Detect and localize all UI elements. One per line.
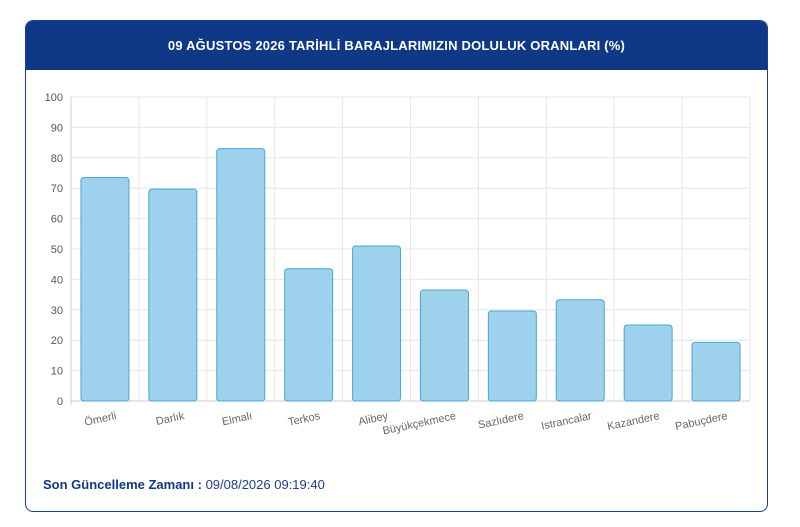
x-category-label: Pabuçdere — [674, 410, 729, 433]
card-header: 09 AĞUSTOS 2026 TARİHLİ BARAJLARIMIZIN D… — [26, 21, 767, 70]
bar — [623, 324, 673, 402]
y-tick-label: 60 — [51, 214, 63, 226]
y-tick-label: 50 — [51, 244, 63, 256]
x-category-label: Istrancalar — [540, 410, 593, 432]
x-category-label: Kazandere — [606, 410, 661, 433]
bar — [691, 341, 741, 402]
y-tick-label: 0 — [57, 396, 63, 408]
bar — [80, 177, 130, 402]
bar — [419, 289, 469, 402]
y-tick-label: 90 — [51, 122, 63, 134]
last-update-value: 09/08/2026 09:19:40 — [205, 477, 325, 492]
y-tick-label: 100 — [45, 92, 63, 104]
x-category-label: Darlık — [155, 410, 186, 428]
y-tick-label: 80 — [51, 153, 63, 165]
bar — [284, 268, 334, 402]
y-tick-label: 40 — [51, 274, 63, 286]
bar — [148, 188, 198, 402]
bar — [352, 245, 402, 402]
x-category-label: Sazlıdere — [477, 410, 525, 431]
y-tick-label: 10 — [51, 366, 63, 378]
y-tick-label: 70 — [51, 183, 63, 195]
bar — [487, 310, 537, 402]
last-update-label: Son Güncelleme Zamanı : — [43, 477, 202, 492]
y-tick-label: 20 — [51, 335, 63, 347]
last-update: Son Güncelleme Zamanı : 09/08/2026 09:19… — [43, 477, 325, 492]
bar-chart: 0 10 20 30 40 50 60 70 80 90 100 Ömerli Darlık Elmalı… — [45, 92, 751, 437]
bar — [555, 299, 605, 402]
bar — [216, 148, 266, 402]
x-category-label: Ömerli — [83, 410, 117, 428]
x-category-label: Elmalı — [221, 410, 253, 428]
x-category-label: Terkos — [287, 410, 322, 429]
chart-card: 09 AĞUSTOS 2026 TARİHLİ BARAJLARIMIZIN D… — [25, 20, 768, 512]
y-tick-label: 30 — [51, 305, 63, 317]
x-category-label: Büyükçekmece — [382, 410, 457, 437]
chart-title: 09 AĞUSTOS 2026 TARİHLİ BARAJLARIMIZIN D… — [167, 38, 626, 53]
